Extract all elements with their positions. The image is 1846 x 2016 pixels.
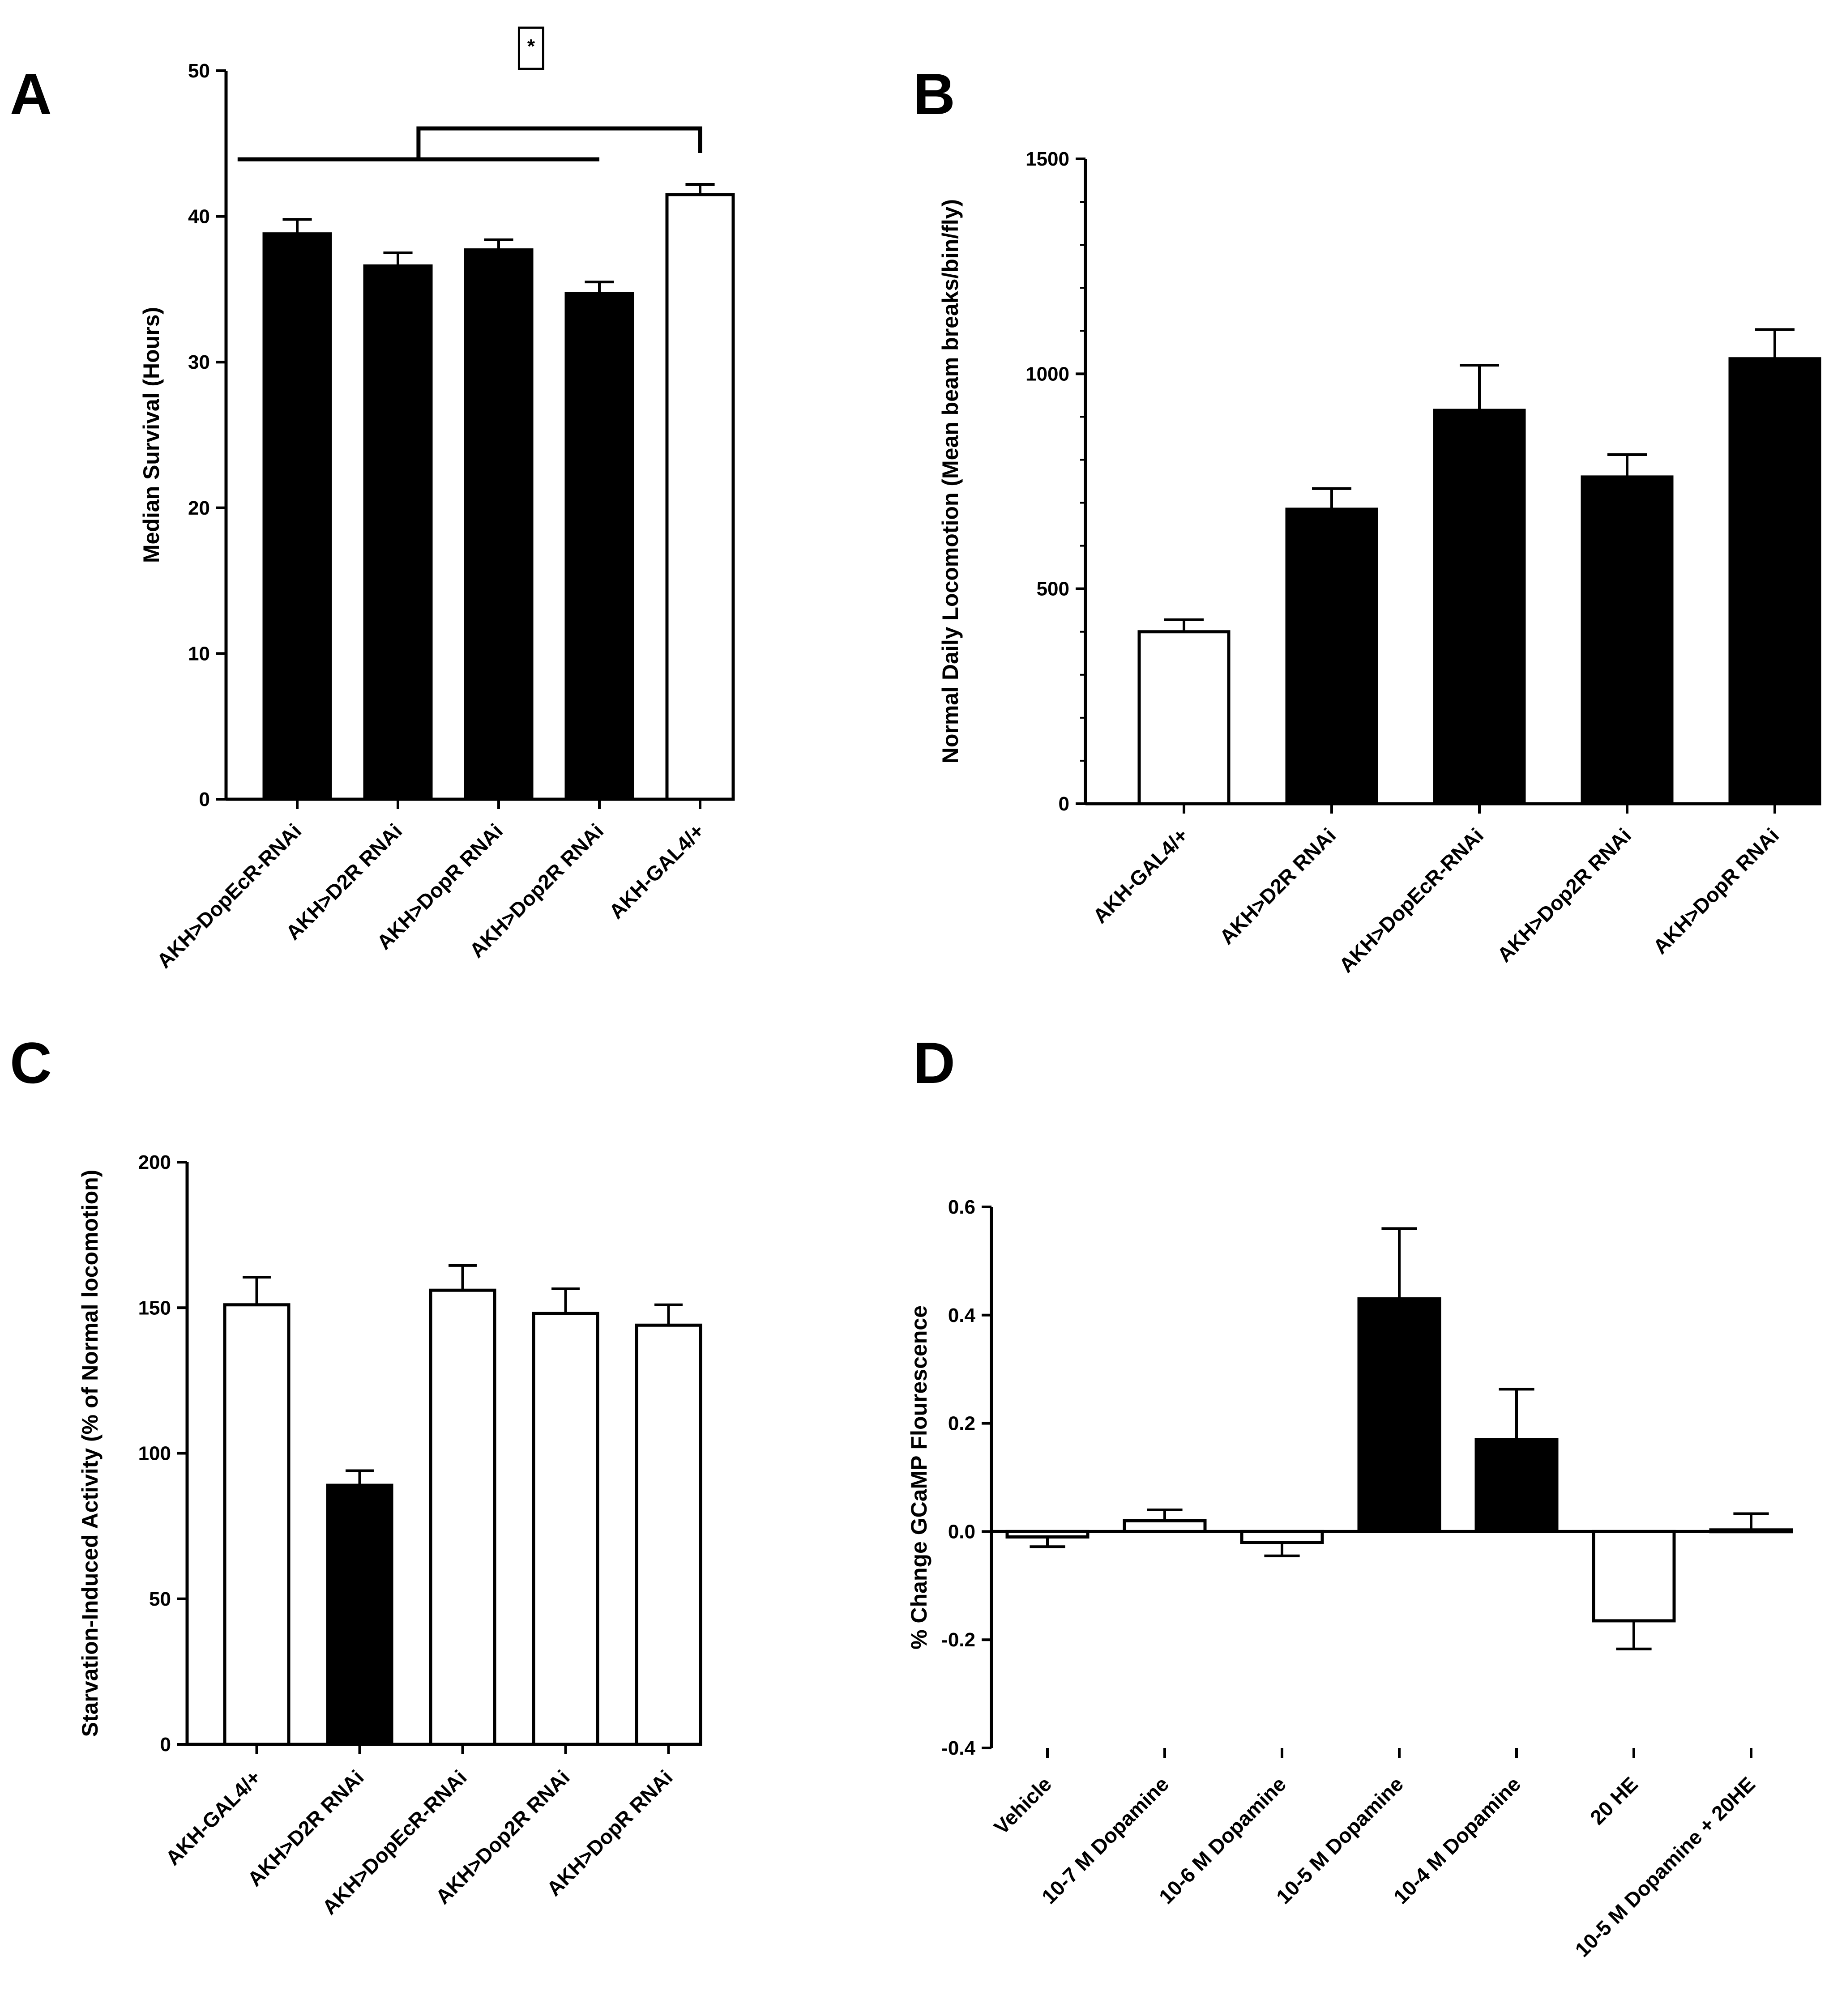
panel-a-significance-label: *: [527, 35, 535, 57]
panel-a-y-tick-label: 0: [199, 788, 210, 810]
panel-c-y-tick-label: 0: [160, 1734, 171, 1756]
panel-d-bar-10-7-m-dopamine: [1123, 1519, 1207, 1533]
panel-b-y-tick-label: 1000: [1026, 363, 1069, 385]
panel-d-bar-10-6-m-dopamine: [1240, 1530, 1324, 1544]
panel-d-bar-vehicle: [1005, 1530, 1090, 1539]
panel-c-y-tick-label: 100: [138, 1443, 171, 1465]
panel-d-bar-10-5-m-dopamine-20he: [1709, 1528, 1793, 1534]
panel-a-y-tick-label: 50: [188, 60, 210, 82]
panel-c-y-tick-label: 200: [138, 1151, 171, 1173]
panel-a-y-tick-label: 10: [188, 643, 210, 665]
panel-a-significance-box: [517, 26, 544, 70]
panel-c-y-axis-title: Starvation-Induced Activity (% of Normal…: [77, 1170, 103, 1737]
panel-c-bar-akh-dopecr-rnai: [429, 1288, 496, 1746]
panel-a-bar-akh-dop2r-rnai: [564, 292, 634, 801]
panel-b-y-tick-label: 0: [1059, 793, 1069, 815]
panel-b-y-tick-label: 1500: [1026, 148, 1069, 170]
panel-a-significance-bracket: [416, 126, 702, 159]
panel-b-bar-akh-dopecr-rnai: [1433, 409, 1526, 806]
panel-c-bar-akh-d2r-rnai: [326, 1483, 393, 1746]
panel-d-y-tick-label: 0.2: [948, 1413, 975, 1435]
panel-d-y-tick-label: 0.4: [948, 1304, 976, 1326]
panel-c-letter: C: [10, 1030, 52, 1095]
panel-b-y-axis-title: Normal Daily Locomotion (Mean beam break…: [938, 199, 963, 763]
panel-a-bar-akh-d2r-rnai: [363, 264, 433, 801]
panel-d-y-tick-label: 0.0: [948, 1521, 975, 1543]
panel-b-bar-akh-d2r-rnai: [1285, 507, 1378, 806]
panel-d-bar-20-he: [1592, 1530, 1676, 1623]
panel-d-y-tick-label: -0.4: [941, 1737, 975, 1759]
panel-c-bar-akh-dopr-rnai: [635, 1323, 702, 1746]
panel-d-letter: D: [913, 1030, 955, 1095]
panel-a-bar-akh-dopr-rnai: [464, 248, 534, 801]
panel-c-bar-akh-dop2r-rnai: [532, 1312, 599, 1746]
panel-d-y-axis-title: % Change GCaMP Flourescence: [906, 1305, 932, 1649]
panel-a-letter: A: [10, 61, 52, 127]
panel-c-y-tick-label: 150: [138, 1297, 171, 1319]
panel-a-y-axis-title: Median Survival (Hours): [139, 307, 164, 563]
panel-a-y-tick-label: 40: [188, 206, 210, 228]
panel-b-bar-akh-gal4: [1137, 630, 1231, 806]
panel-b-bar-akh-dopr-rnai: [1728, 357, 1821, 806]
panel-a-bar-akh-dopecr-rnai: [262, 232, 332, 801]
panel-d-y-tick-label: 0.6: [948, 1196, 975, 1218]
panel-a-y-tick-label: 30: [188, 351, 210, 373]
panel-b-y-tick-label: 500: [1037, 578, 1069, 600]
panel-d-y-tick-label: -0.2: [941, 1629, 975, 1651]
panel-c-bar-akh-gal4: [223, 1303, 291, 1746]
panel-a-bar-akh-gal4: [665, 193, 735, 801]
panel-b-letter: B: [913, 61, 955, 127]
panel-d-bar-10-4-m-dopamine: [1474, 1438, 1559, 1533]
panel-b-bar-akh-dop2r-rnai: [1581, 475, 1674, 806]
panel-d-bar-10-5-m-dopamine: [1357, 1297, 1441, 1533]
panel-a-y-tick-label: 20: [188, 497, 210, 519]
panel-c-y-tick-label: 50: [149, 1588, 171, 1610]
